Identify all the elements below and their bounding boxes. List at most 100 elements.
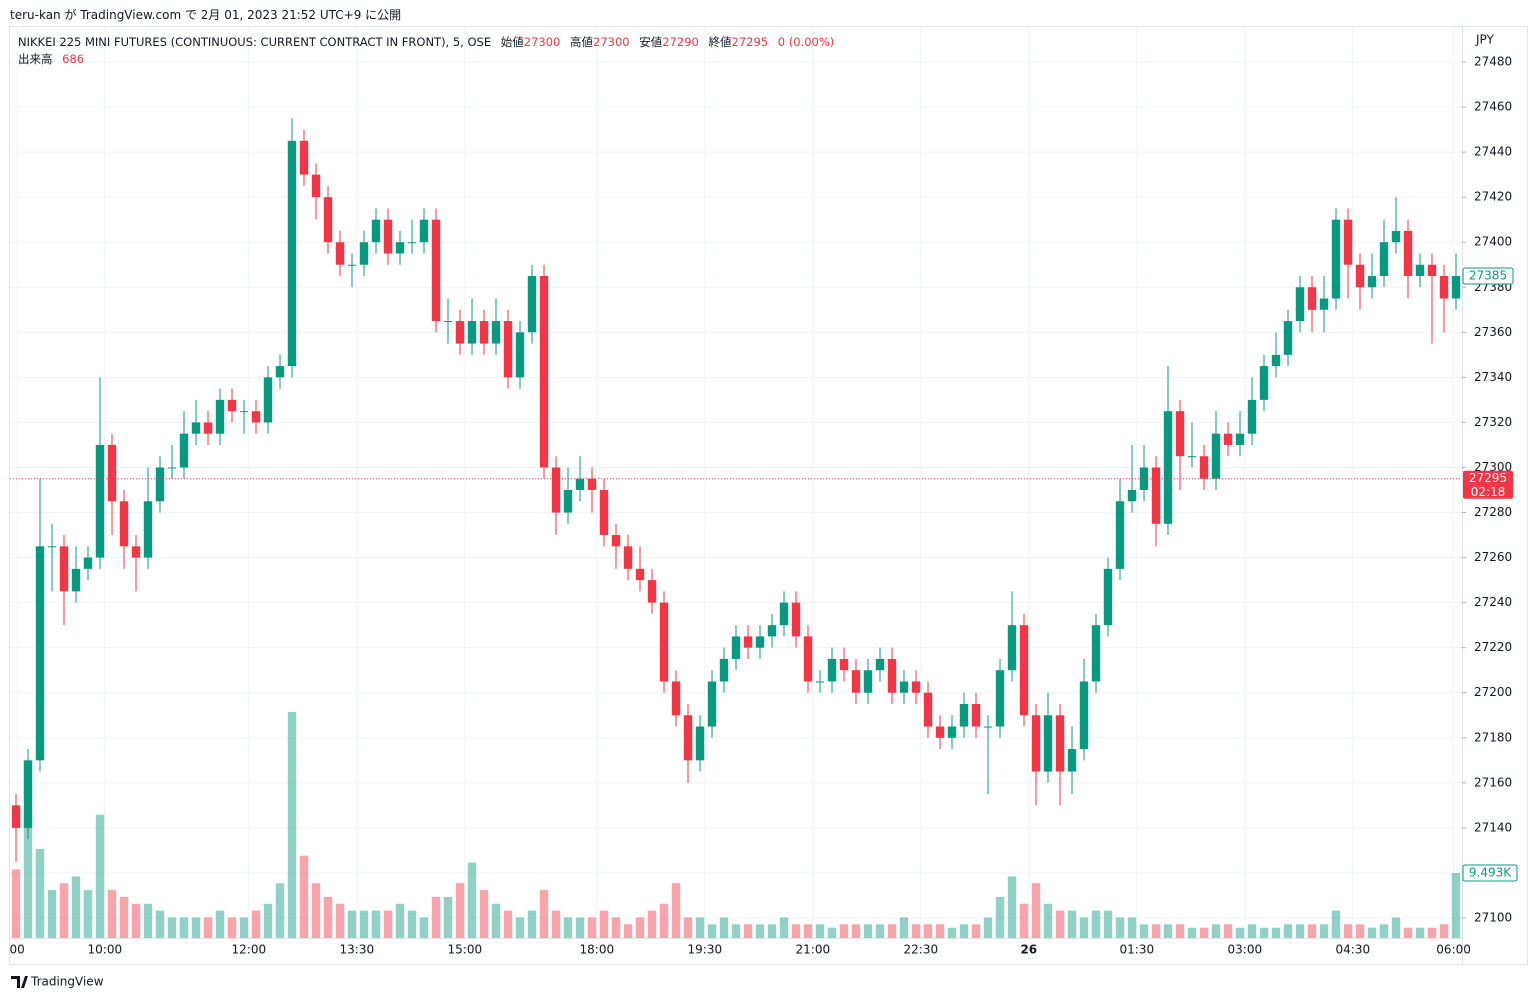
volume-bar	[1403, 927, 1413, 938]
volume-bar	[131, 903, 141, 938]
y-tick-label: 27400	[1474, 235, 1512, 249]
volume-bar	[1367, 927, 1377, 938]
volume-bar	[275, 883, 285, 938]
brand-logo	[11, 976, 28, 988]
volume-bar	[47, 890, 57, 938]
volume-bar	[59, 883, 69, 938]
candle-body	[1271, 354, 1281, 367]
volume-bar	[599, 910, 609, 938]
candle-body	[1403, 230, 1413, 276]
volume-bar	[827, 927, 837, 938]
candle-body	[647, 580, 657, 603]
candle-body	[1079, 681, 1089, 750]
candle-body	[119, 501, 129, 547]
volume-bar	[371, 910, 381, 938]
y-tick-label: 27200	[1474, 685, 1512, 699]
volume-bar	[1091, 910, 1101, 938]
volume-bar	[167, 917, 177, 938]
last-price-tag	[1462, 267, 1514, 285]
candle-body	[575, 478, 585, 490]
volume-bar	[503, 910, 513, 938]
footer-brand: TradingView	[30, 975, 104, 989]
candle-body	[827, 658, 837, 682]
candle-body	[1055, 715, 1065, 772]
volume-bar	[623, 924, 633, 938]
volume-bar	[203, 917, 213, 938]
candle-body	[215, 399, 225, 434]
candle-body	[1043, 715, 1053, 772]
volume-bar	[779, 917, 789, 938]
candle-body	[311, 174, 321, 198]
y-tick-label: 27420	[1474, 190, 1512, 204]
volume-bar	[755, 924, 765, 938]
candle-body	[611, 535, 621, 547]
candle-body	[1427, 264, 1437, 276]
candle-body	[1199, 456, 1209, 479]
volume-bar	[1295, 924, 1305, 938]
volume-bar	[1163, 924, 1173, 938]
volume-bar	[707, 924, 717, 938]
x-tick-label: 00	[10, 943, 25, 957]
candle-body	[251, 411, 261, 423]
axes: 2710027120271402716027180272002722027240…	[10, 55, 1518, 957]
volume-bar	[1415, 927, 1425, 938]
y-tick-label: 27180	[1474, 730, 1512, 744]
volume-bar	[959, 924, 969, 938]
volume-bar	[407, 910, 417, 938]
volume-bar	[95, 814, 105, 938]
x-tick-label: 18:00	[580, 943, 615, 957]
candle-body	[1187, 456, 1197, 458]
candle-body	[419, 219, 429, 243]
y-tick-label: 27360	[1474, 325, 1512, 339]
x-tick-label: 22:30	[904, 943, 939, 957]
candle-body	[83, 557, 93, 569]
candle-body	[1355, 264, 1365, 288]
volume-legend: 出来高 686	[18, 51, 84, 67]
candle-body	[503, 321, 513, 378]
candle-body	[815, 681, 825, 683]
volume-bar	[311, 883, 321, 938]
candle-body	[227, 399, 237, 412]
candle-body	[779, 602, 789, 626]
candle-body	[1379, 242, 1389, 276]
candle-body	[599, 490, 609, 536]
candle-body	[659, 602, 669, 682]
candle-body	[1127, 490, 1137, 502]
x-tick-label: 15:00	[448, 943, 483, 957]
y-tick-label: 27480	[1474, 55, 1512, 69]
candle-body	[383, 219, 393, 254]
candle-body	[203, 422, 213, 434]
y-tick-label: 27300	[1474, 460, 1512, 474]
candle-body	[275, 366, 285, 378]
volume-bar	[1055, 910, 1065, 938]
volume-bar	[71, 876, 81, 938]
candle-body	[1415, 264, 1425, 276]
volume-bar	[11, 869, 21, 938]
x-tick-label: 26	[1020, 943, 1037, 957]
volume-bar	[731, 924, 741, 938]
candle-body	[551, 467, 561, 513]
candle-body	[347, 264, 357, 266]
high-value: 27300	[593, 35, 630, 49]
candle-body	[983, 726, 993, 728]
volume-bar	[395, 903, 405, 938]
volume-bar	[1139, 924, 1149, 938]
volume-bar	[803, 924, 813, 938]
volume-bar	[911, 924, 921, 938]
candle-body	[911, 681, 921, 693]
candle-body	[803, 636, 813, 682]
candle-body	[71, 568, 81, 592]
candle-body	[131, 546, 141, 558]
candle-body	[527, 276, 537, 333]
candle-body	[1223, 433, 1233, 445]
volume-bar	[1451, 872, 1461, 938]
volume-bar	[23, 814, 33, 938]
volume-bar	[335, 903, 345, 938]
volume-bar	[551, 910, 561, 938]
candle-body	[635, 568, 645, 581]
volume-bar	[1235, 927, 1245, 938]
volume-bar	[587, 917, 597, 938]
currency-label: JPY	[1475, 33, 1495, 47]
candle-body	[959, 704, 969, 727]
